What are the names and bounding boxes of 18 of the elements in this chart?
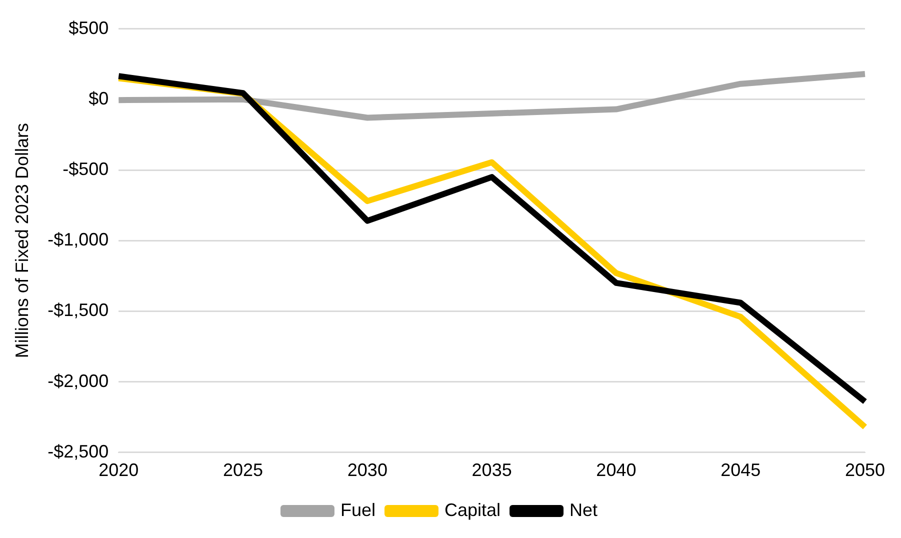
x-tick-label: 2020 bbox=[98, 460, 139, 480]
x-tick-label: 2040 bbox=[596, 460, 636, 480]
x-tick-label: 2025 bbox=[223, 460, 264, 480]
legend-label: Net bbox=[570, 500, 598, 520]
y-axis-title: Millions of Fixed 2023 Dollars bbox=[12, 123, 32, 358]
y-tick-label: $0 bbox=[88, 88, 109, 108]
x-tick-label: 2035 bbox=[472, 460, 512, 480]
y-tick-label: -$1,000 bbox=[48, 230, 109, 250]
y-tick-label: -$2,500 bbox=[48, 441, 109, 462]
y-tick-label: $500 bbox=[68, 18, 109, 38]
legend-label: Fuel bbox=[340, 500, 376, 520]
x-tick-label: 2050 bbox=[844, 460, 885, 480]
legend-label: Capital bbox=[444, 500, 501, 520]
y-tick-label: -$1,500 bbox=[48, 300, 109, 320]
x-tick-label: 2030 bbox=[347, 460, 388, 480]
y-tick-label: -$500 bbox=[62, 158, 109, 179]
x-tick-label: 2045 bbox=[720, 460, 761, 480]
y-tick-label: -$2,000 bbox=[48, 370, 109, 391]
